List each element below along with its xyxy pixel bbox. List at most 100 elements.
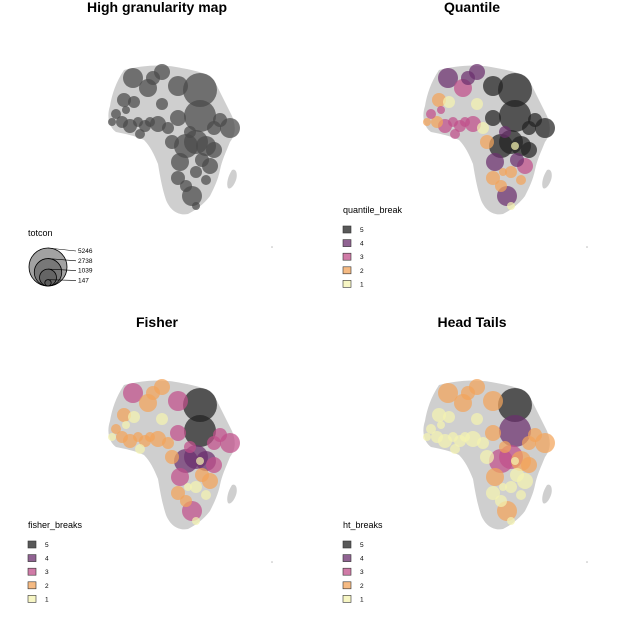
bubble-marker [432,93,446,107]
legend-class-label: 3 [360,254,364,261]
bubble-marker [437,106,445,114]
legend-swatch [342,554,352,562]
legend-class-label: 2 [360,268,364,275]
legend-size-label: 5246 [78,248,93,255]
bubble-marker [499,441,511,453]
bubble-marker [477,437,489,449]
panel-title: Quantile [444,0,500,15]
bubble-marker [184,100,216,132]
bubble-marker [174,134,198,158]
bubble-marker [108,433,116,441]
legend-class-label: 1 [45,596,49,603]
bubble-marker [145,432,155,442]
legend-title: ht_breaks [343,520,383,530]
bubble-marker [443,96,455,108]
bubble-marker [171,171,185,185]
legend-class-label: 3 [360,569,364,576]
bubble-marker [486,153,504,171]
bubble-marker [450,444,460,454]
bubble-marker [438,68,458,88]
bubble-marker [498,73,532,107]
bubble-marker [111,109,121,119]
panel-2: Quantile quantile_break 5 4 3 2 1 [342,0,588,288]
bubble-marker [123,383,143,403]
bubble-marker [171,468,189,486]
bubble-marker [184,126,196,138]
bubble-marker [471,98,483,110]
island-dot [586,561,588,563]
bubble-marker [190,166,202,178]
legend-size-label: 147 [78,277,89,284]
bubble-marker [489,134,513,158]
bubble-marker [460,432,470,442]
bubble-marker [156,413,168,425]
bubble-marker [171,486,185,500]
panel-4: Head Tails ht_breaks 5 4 3 2 1 [342,314,588,603]
legend: totcon 5246 2738 1039 147 [28,228,93,287]
madagascar-landmass [542,169,552,189]
africa-map [423,379,588,563]
bubble-marker [437,421,445,429]
bubble-marker [510,153,524,167]
bubble-marker [174,449,198,473]
africa-map [423,64,588,248]
legend-swatch [342,266,352,275]
panel-title: Fisher [136,314,179,330]
bubble-marker [448,117,458,127]
bubble-marker [170,425,186,441]
bubble-marker [184,415,216,447]
bubble-marker [170,110,186,126]
legend-class-label: 1 [360,596,364,603]
legend-class-label: 5 [360,227,364,234]
legend-size-circle [44,279,52,287]
bubble-marker [460,117,470,127]
bubble-marker [192,517,200,525]
bubble-marker [195,468,209,482]
bubble-marker [480,135,494,149]
island-dot [271,561,273,563]
legend-class-label: 2 [45,583,49,590]
bubble-marker [443,411,455,423]
legend-leader-line [47,258,77,262]
bubble-marker [128,411,140,423]
bubble-marker [108,118,116,126]
bubble-marker [171,153,189,171]
legend-class-label: 3 [45,569,49,576]
legend-swatch [27,540,37,549]
bubble-marker [168,391,188,411]
bubble-marker [423,118,431,126]
bubble-marker [183,388,217,422]
legend-swatch [27,595,37,603]
bubble-marker [122,106,130,114]
legend-swatch [27,554,37,562]
bubble-marker [206,142,222,158]
bubble-marker [201,175,211,185]
bubble-marker [195,153,209,167]
legend-swatch [342,280,352,288]
bubble-marker [180,495,192,507]
legend-title: totcon [28,228,53,238]
panel-3: Fisher fisher_breaks 5 4 3 2 1 [27,314,273,603]
legend-swatch [342,540,352,549]
legend-swatch [342,239,352,247]
legend: quantile_break 5 4 3 2 1 [342,205,403,288]
island-dot [271,246,273,248]
legend-size-label: 1039 [78,268,93,275]
bubble-marker [145,117,155,127]
bubble-marker [528,113,542,127]
madagascar-landmass [542,484,552,504]
legend-class-label: 2 [360,583,364,590]
legend: ht_breaks 5 4 3 2 1 [342,520,383,603]
bubble-marker [489,449,513,473]
bubble-marker [184,483,192,491]
bubble-marker [162,122,174,134]
island-dot [586,246,588,248]
africa-map [108,379,273,563]
legend-title: fisher_breaks [28,520,83,530]
bubble-marker [135,129,145,139]
bubble-marker [196,457,204,465]
legend-class-label: 4 [360,556,364,563]
bubble-marker [516,175,526,185]
